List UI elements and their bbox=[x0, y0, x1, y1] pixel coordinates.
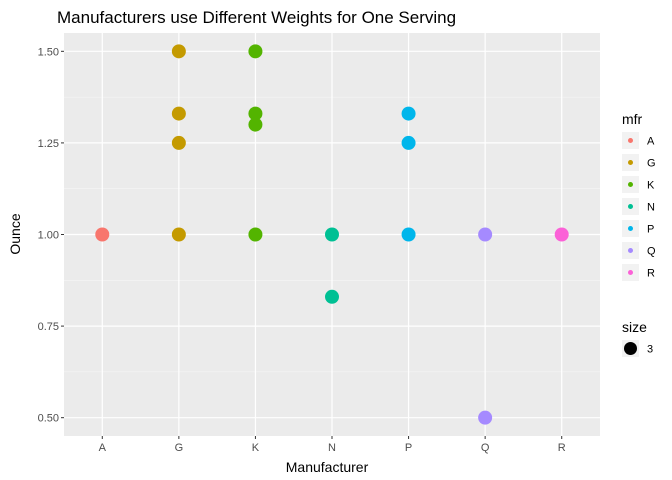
data-point-k bbox=[248, 44, 263, 59]
y-axis-title: Ounce bbox=[7, 213, 23, 254]
legend-key-p bbox=[628, 226, 633, 231]
x-tick-label: G bbox=[175, 442, 184, 454]
legend-label-p: P bbox=[647, 224, 654, 236]
legend-key-r bbox=[628, 270, 633, 275]
y-axis: 0.50 0.75 1.00 1.25 1.50 bbox=[38, 46, 64, 425]
x-axis-title: Manufacturer bbox=[286, 459, 369, 475]
data-point-p bbox=[401, 106, 416, 121]
data-point-g bbox=[171, 106, 186, 121]
legend-key-q bbox=[628, 248, 633, 253]
data-point-g bbox=[171, 227, 186, 242]
x-tick-label: N bbox=[328, 442, 336, 454]
legend-key-a bbox=[628, 138, 633, 143]
legend-label-g: G bbox=[647, 158, 656, 170]
data-point-p bbox=[401, 227, 416, 242]
data-point-a bbox=[95, 227, 110, 242]
data-point-g bbox=[171, 135, 186, 150]
legend-label-q: Q bbox=[647, 246, 656, 258]
x-tick-label: K bbox=[252, 442, 260, 454]
legend-key-g bbox=[628, 160, 633, 165]
y-tick-label: 0.75 bbox=[38, 321, 59, 333]
data-point-k bbox=[248, 117, 263, 132]
data-point-k bbox=[248, 106, 263, 121]
chart-title: Manufacturers use Different Weights for … bbox=[57, 8, 456, 27]
x-tick-label: A bbox=[99, 442, 107, 454]
y-tick-label: 1.25 bbox=[38, 138, 59, 150]
legend-key-k bbox=[628, 182, 633, 187]
data-point-n bbox=[325, 289, 339, 304]
data-point-q bbox=[478, 410, 493, 425]
data-point-q bbox=[478, 227, 493, 242]
legend-label-a: A bbox=[647, 136, 655, 148]
data-point-p bbox=[401, 135, 416, 150]
data-points bbox=[95, 44, 569, 425]
legend-label-size: 3 bbox=[647, 344, 653, 356]
legend-key-n bbox=[628, 204, 633, 209]
y-tick-label: 1.50 bbox=[38, 46, 59, 58]
data-point-r bbox=[554, 227, 569, 242]
y-tick-label: 0.50 bbox=[38, 413, 59, 425]
x-tick-label: R bbox=[558, 442, 566, 454]
legend-label-n: N bbox=[647, 202, 655, 214]
y-tick-label: 1.00 bbox=[38, 230, 59, 242]
size-legend: size 3 bbox=[622, 319, 653, 357]
data-point-k bbox=[248, 227, 263, 242]
size-legend-title: size bbox=[622, 319, 647, 335]
legend-key-size bbox=[624, 342, 637, 355]
data-point-n bbox=[325, 227, 339, 242]
color-legend-title: mfr bbox=[622, 111, 643, 127]
x-tick-label: P bbox=[405, 442, 412, 454]
legend-label-k: K bbox=[647, 180, 655, 192]
data-point-g bbox=[171, 44, 186, 59]
x-tick-label: Q bbox=[481, 442, 490, 454]
legend-label-r: R bbox=[647, 268, 655, 280]
